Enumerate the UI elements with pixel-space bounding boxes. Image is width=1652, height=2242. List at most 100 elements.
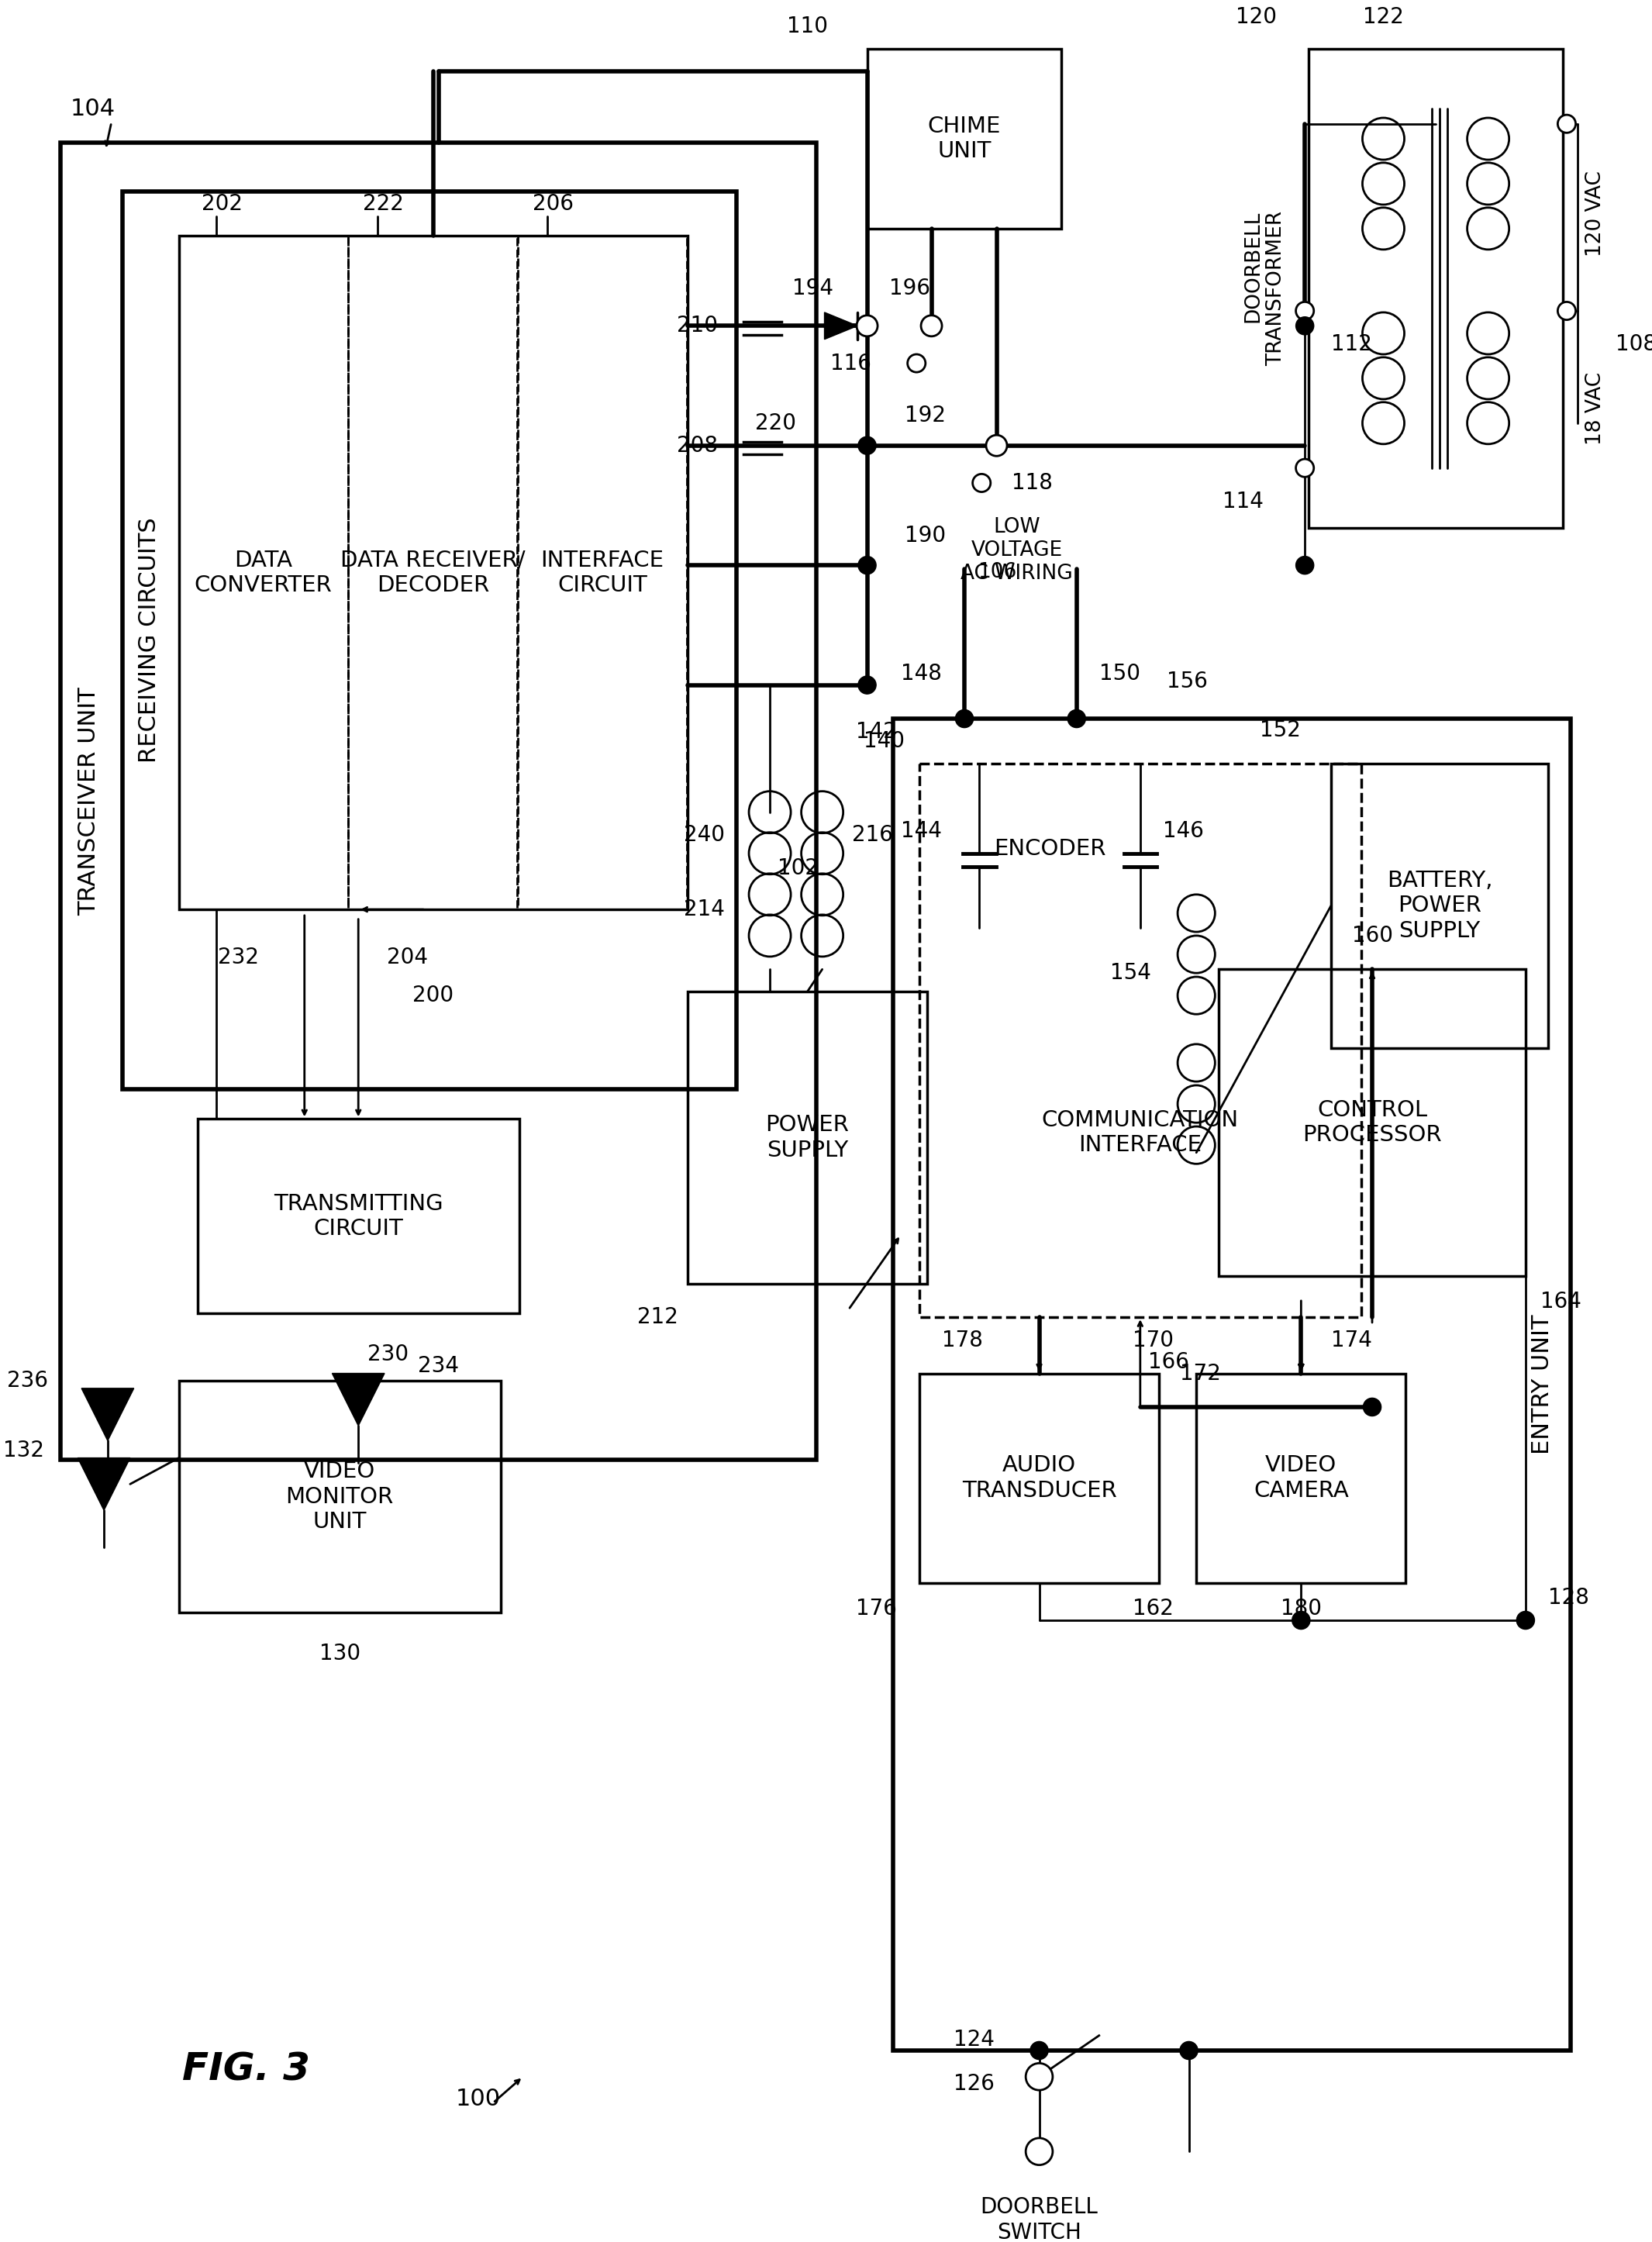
Text: POWER
SUPPLY: POWER SUPPLY xyxy=(765,1114,849,1161)
Text: 232: 232 xyxy=(218,946,259,969)
Bar xyxy=(178,235,349,910)
Text: 220: 220 xyxy=(755,413,796,435)
Text: 190: 190 xyxy=(905,525,945,547)
Text: BATTERY,
POWER
SUPPLY: BATTERY, POWER SUPPLY xyxy=(1386,870,1492,942)
Text: 116: 116 xyxy=(831,352,872,374)
Circle shape xyxy=(1295,303,1313,321)
Text: 230: 230 xyxy=(368,1343,408,1365)
Polygon shape xyxy=(824,312,857,339)
Text: 140: 140 xyxy=(864,731,905,751)
Text: 100: 100 xyxy=(456,2087,501,2110)
Text: 240: 240 xyxy=(684,823,725,845)
Text: 212: 212 xyxy=(638,1307,677,1327)
Text: 18 VAC: 18 VAC xyxy=(1586,372,1606,444)
Text: AUDIO
TRANSDUCER: AUDIO TRANSDUCER xyxy=(961,1455,1117,1502)
Text: 124: 124 xyxy=(953,2029,995,2049)
Text: 120: 120 xyxy=(1236,7,1277,29)
Text: 200: 200 xyxy=(413,984,454,1007)
Text: 210: 210 xyxy=(676,314,717,336)
Text: 152: 152 xyxy=(1260,720,1302,742)
Circle shape xyxy=(1180,2042,1198,2060)
Bar xyxy=(687,991,927,1285)
Bar xyxy=(178,235,687,910)
Circle shape xyxy=(1026,2139,1052,2166)
Text: INTERFACE
CIRCUIT: INTERFACE CIRCUIT xyxy=(540,549,664,596)
Text: 132: 132 xyxy=(3,1439,45,1462)
Text: 118: 118 xyxy=(1011,473,1052,493)
Text: ENCODER: ENCODER xyxy=(995,839,1107,861)
Text: 148: 148 xyxy=(900,664,942,684)
Text: 156: 156 xyxy=(1166,670,1208,693)
Polygon shape xyxy=(81,1388,134,1442)
Circle shape xyxy=(1558,114,1576,132)
Text: 234: 234 xyxy=(418,1354,459,1377)
Text: 204: 204 xyxy=(387,946,428,969)
Circle shape xyxy=(857,556,876,574)
Text: 150: 150 xyxy=(1099,664,1140,684)
Text: 110: 110 xyxy=(786,16,828,38)
Text: LOW
VOLTAGE
AC WIRING: LOW VOLTAGE AC WIRING xyxy=(961,518,1072,583)
Text: COMMUNICATION
INTERFACE: COMMUNICATION INTERFACE xyxy=(1042,1110,1239,1157)
Text: 236: 236 xyxy=(7,1370,48,1392)
Text: 104: 104 xyxy=(69,99,116,121)
Text: 106: 106 xyxy=(978,563,1016,583)
Circle shape xyxy=(1292,1612,1310,1630)
Text: VIDEO
CAMERA: VIDEO CAMERA xyxy=(1254,1455,1348,1502)
Bar xyxy=(920,765,1361,1318)
Text: 196: 196 xyxy=(889,278,930,298)
Circle shape xyxy=(1295,460,1313,478)
Text: 122: 122 xyxy=(1363,7,1404,29)
Text: 180: 180 xyxy=(1280,1599,1322,1619)
Polygon shape xyxy=(332,1374,385,1426)
Circle shape xyxy=(1517,1612,1535,1630)
Circle shape xyxy=(920,316,942,336)
Text: 192: 192 xyxy=(905,406,945,426)
Text: 114: 114 xyxy=(1222,491,1264,511)
Circle shape xyxy=(1363,1399,1381,1417)
Text: 146: 146 xyxy=(1163,821,1204,841)
Text: CHIME
UNIT: CHIME UNIT xyxy=(928,114,1001,161)
Text: 166: 166 xyxy=(1148,1352,1189,1372)
Text: RECEIVING CIRCUITS: RECEIVING CIRCUITS xyxy=(139,518,160,762)
Circle shape xyxy=(1295,316,1313,334)
Text: 130: 130 xyxy=(319,1643,360,1664)
Text: 128: 128 xyxy=(1548,1587,1589,1610)
Text: 172: 172 xyxy=(1180,1363,1221,1386)
Text: 120 VAC: 120 VAC xyxy=(1586,170,1606,256)
Text: 214: 214 xyxy=(684,899,725,919)
Text: 178: 178 xyxy=(942,1330,983,1352)
Bar xyxy=(1219,969,1525,1276)
Bar xyxy=(178,1381,501,1612)
Text: 170: 170 xyxy=(1133,1330,1175,1352)
Polygon shape xyxy=(78,1457,131,1511)
Text: 202: 202 xyxy=(202,193,243,215)
Circle shape xyxy=(986,435,1008,455)
Circle shape xyxy=(1067,711,1085,729)
Text: 144: 144 xyxy=(900,821,942,841)
Bar xyxy=(920,1374,1160,1583)
Text: CONTROL
PROCESSOR: CONTROL PROCESSOR xyxy=(1302,1099,1442,1146)
Text: 142: 142 xyxy=(856,722,897,742)
Text: 154: 154 xyxy=(1110,962,1151,984)
Bar xyxy=(198,1119,519,1314)
Circle shape xyxy=(973,473,991,491)
Circle shape xyxy=(1558,303,1576,321)
Text: DATA RECEIVER/
DECODER: DATA RECEIVER/ DECODER xyxy=(340,549,525,596)
Circle shape xyxy=(955,711,973,729)
Text: 216: 216 xyxy=(852,823,894,845)
Circle shape xyxy=(857,677,876,695)
Text: DATA
CONVERTER: DATA CONVERTER xyxy=(195,549,332,596)
Text: 194: 194 xyxy=(793,278,834,298)
Bar xyxy=(1308,49,1563,527)
Text: ENTRY UNIT: ENTRY UNIT xyxy=(1531,1314,1553,1455)
Text: 108: 108 xyxy=(1616,334,1652,354)
Text: DOORBELL
TRANSFORMER: DOORBELL TRANSFORMER xyxy=(1242,211,1287,365)
Bar xyxy=(1196,1374,1406,1583)
Bar xyxy=(1332,765,1548,1047)
Text: 206: 206 xyxy=(532,193,573,215)
Circle shape xyxy=(857,437,876,455)
Bar xyxy=(867,49,1062,229)
Text: FIG. 3: FIG. 3 xyxy=(182,2051,311,2087)
Circle shape xyxy=(857,316,877,336)
Bar xyxy=(61,143,816,1460)
